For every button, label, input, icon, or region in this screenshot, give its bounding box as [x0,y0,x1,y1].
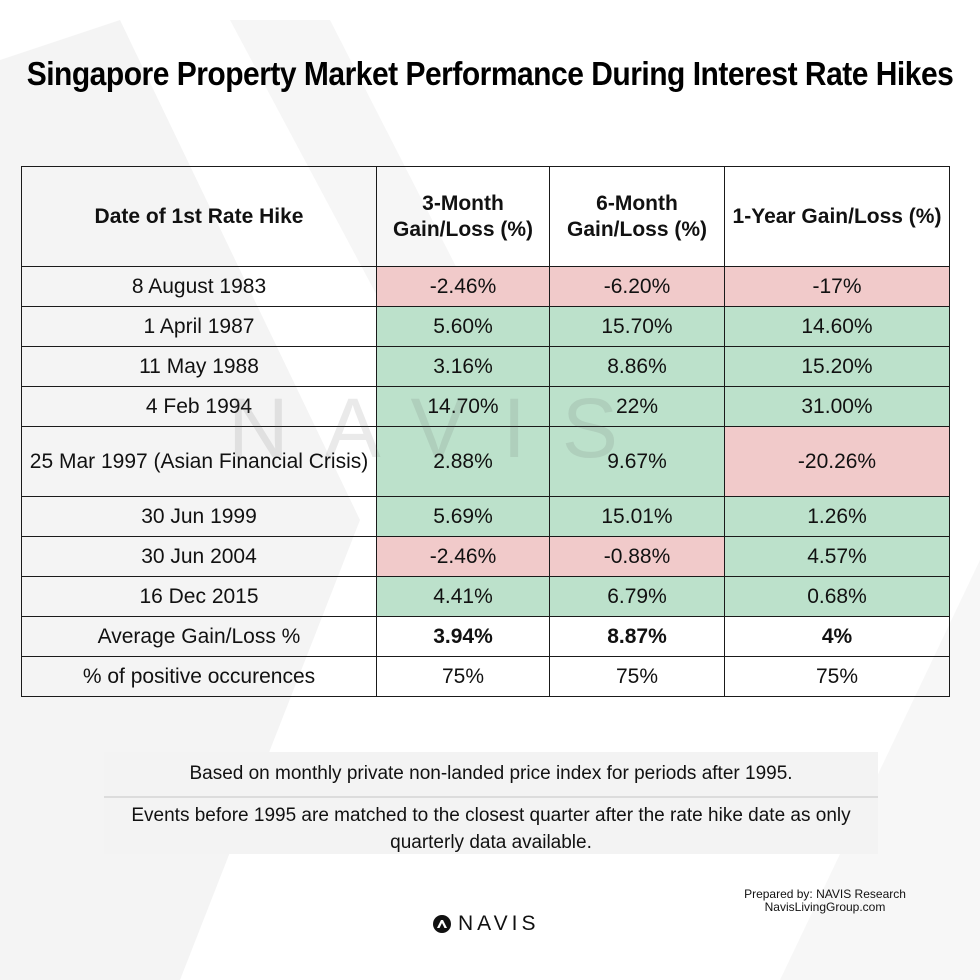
row-6-month: -0.88% [549,536,725,577]
row-6-month: 9.67% [549,426,725,497]
row-3-month: 2.88% [376,426,550,497]
row-3-month: 5.60% [376,306,550,347]
row-6-month: 6.79% [549,576,725,617]
header-6-month: 6-Month Gain/Loss (%) [549,166,725,267]
row-3-month: -2.46% [376,536,550,577]
row-6-month: 8.86% [549,346,725,387]
table-row: 25 Mar 1997 (Asian Financial Crisis) 2.8… [21,426,950,497]
row-3-month: 5.69% [376,496,550,537]
table-row: 30 Jun 2004 -2.46% -0.88% 4.57% [21,536,950,577]
row-1-year: 4.57% [724,536,950,577]
row-3-month: 4.41% [376,576,550,617]
website-line: NavisLivingGroup.com [764,900,886,914]
table-header-row: Date of 1st Rate Hike 3-Month Gain/Loss … [21,166,950,267]
header-3-month: 3-Month Gain/Loss (%) [376,166,550,267]
average-row: Average Gain/Loss % 3.94% 8.87% 4% [21,616,950,657]
row-1-year: -17% [724,266,950,307]
row-1-year: 31.00% [724,386,950,427]
navis-logo-icon [433,915,451,933]
positive-1-year: 75% [724,656,950,697]
positive-6-month: 75% [549,656,725,697]
table-row: 30 Jun 1999 5.69% 15.01% 1.26% [21,496,950,537]
note-divider [104,796,878,798]
page-title: Singapore Property Market Performance Du… [26,55,954,93]
row-1-year: 1.26% [724,496,950,537]
row-date: 1 April 1987 [21,306,377,347]
note-monthly-index: Based on monthly private non-landed pric… [104,752,878,796]
performance-table: Date of 1st Rate Hike 3-Month Gain/Loss … [21,166,950,697]
table-row: 11 May 1988 3.16% 8.86% 15.20% [21,346,950,387]
table-row: 8 August 1983 -2.46% -6.20% -17% [21,266,950,307]
header-date: Date of 1st Rate Hike [21,166,377,267]
positive-label: % of positive occurences [21,656,377,697]
header-1-year: 1-Year Gain/Loss (%) [724,166,950,267]
row-6-month: 15.70% [549,306,725,347]
row-1-year: 14.60% [724,306,950,347]
row-date: 4 Feb 1994 [21,386,377,427]
row-date: 25 Mar 1997 (Asian Financial Crisis) [21,426,377,497]
row-date: 16 Dec 2015 [21,576,377,617]
row-6-month: 22% [549,386,725,427]
prepared-by-line: Prepared by: NAVIS Research [744,887,906,901]
row-1-year: 15.20% [724,346,950,387]
row-1-year: -20.26% [724,426,950,497]
average-label: Average Gain/Loss % [21,616,377,657]
note-quarterly-data: Events before 1995 are matched to the cl… [104,798,878,854]
row-date: 30 Jun 2004 [21,536,377,577]
row-date: 30 Jun 1999 [21,496,377,537]
row-6-month: 15.01% [549,496,725,537]
average-6-month: 8.87% [549,616,725,657]
average-3-month: 3.94% [376,616,550,657]
table-row: 4 Feb 1994 14.70% 22% 31.00% [21,386,950,427]
row-date: 11 May 1988 [21,346,377,387]
row-3-month: 14.70% [376,386,550,427]
logo-text: NAVIS [458,912,540,935]
row-date: 8 August 1983 [21,266,377,307]
prepared-by: Prepared by: NAVIS Research NavisLivingG… [730,888,920,914]
row-3-month: -2.46% [376,266,550,307]
positive-3-month: 75% [376,656,550,697]
navis-logo: NAVIS [432,912,539,936]
row-1-year: 0.68% [724,576,950,617]
positive-row: % of positive occurences 75% 75% 75% [21,656,950,697]
table-row: 1 April 1987 5.60% 15.70% 14.60% [21,306,950,347]
table-row: 16 Dec 2015 4.41% 6.79% 0.68% [21,576,950,617]
row-3-month: 3.16% [376,346,550,387]
average-1-year: 4% [724,616,950,657]
row-6-month: -6.20% [549,266,725,307]
